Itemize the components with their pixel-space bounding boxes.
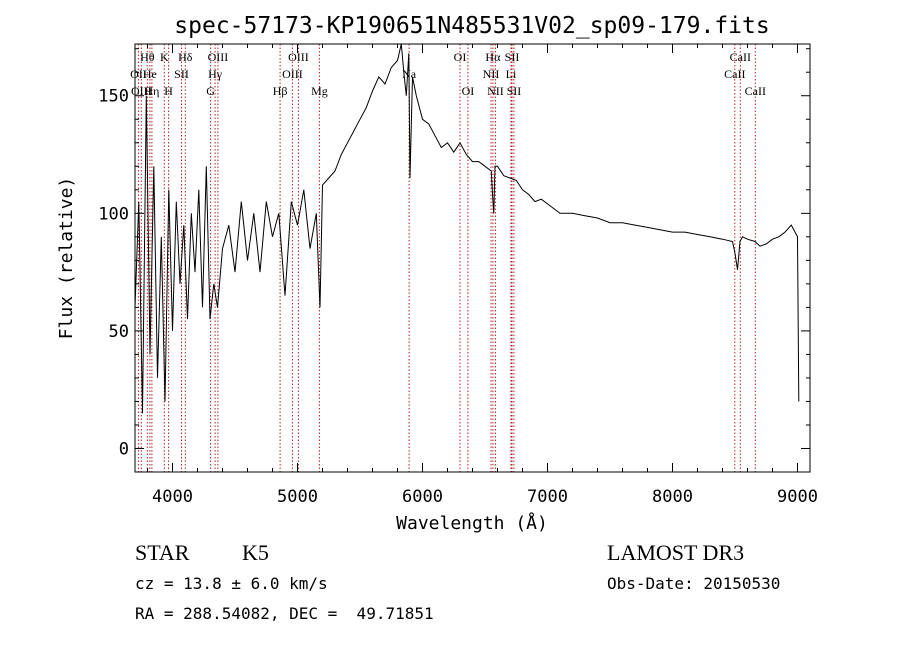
- line-label: CaII: [745, 84, 766, 98]
- line-label: Hγ: [208, 67, 223, 81]
- line-label: NII: [487, 84, 504, 98]
- line-label: OI: [454, 50, 467, 64]
- line-label: CaII: [730, 50, 751, 64]
- x-axis-label: Wavelength (Å): [396, 512, 548, 534]
- line-markers: [137, 44, 756, 472]
- y-axis: 0 50 100 150: [98, 48, 810, 473]
- line-label: OIII: [208, 50, 229, 64]
- redshift-cz: cz = 13.8 ± 6.0 km/s: [135, 574, 328, 593]
- line-label: OIII: [288, 50, 309, 64]
- x-tick-label: 5000: [277, 487, 318, 507]
- line-label: Hη: [144, 84, 159, 98]
- line-label: G: [206, 84, 215, 98]
- line-label: SII: [174, 67, 189, 81]
- line-label: SII: [507, 84, 522, 98]
- object-class: STAR: [135, 540, 190, 565]
- line-label: Hα: [485, 50, 501, 64]
- x-tick-label: 7000: [527, 487, 568, 507]
- line-label: OIII: [282, 67, 303, 81]
- chart-title: spec-57173-KP190651N485531V02_sp09-179.f…: [174, 13, 769, 39]
- line-label: Hδ: [178, 50, 193, 64]
- y-axis-label: Flux (relative): [56, 177, 77, 340]
- line-label: He: [143, 67, 157, 81]
- y-tick-label: 150: [98, 87, 129, 107]
- line-label: NII: [483, 67, 500, 81]
- line-label: Hθ: [140, 50, 155, 64]
- survey-name: LAMOST DR3: [607, 540, 744, 565]
- line-label: Li: [506, 67, 517, 81]
- x-tick-label: 8000: [652, 487, 693, 507]
- line-label: OIII: [131, 84, 152, 98]
- line-label: SII: [505, 50, 520, 64]
- y-tick-label: 0: [119, 439, 129, 459]
- object-subclass: K5: [242, 540, 269, 565]
- coordinates: RA = 288.54082, DEC = 49.71851: [135, 604, 434, 623]
- x-tick-label: 9000: [777, 487, 818, 507]
- line-label: CaII: [724, 67, 745, 81]
- x-tick-label: 4000: [152, 487, 193, 507]
- line-label: H: [164, 84, 173, 98]
- y-tick-label: 100: [98, 204, 129, 224]
- line-label: Mg: [311, 84, 328, 98]
- line-label: OII: [130, 67, 147, 81]
- x-tick-label: 6000: [402, 487, 443, 507]
- line-label: K: [160, 50, 169, 64]
- y-tick-label: 50: [109, 322, 129, 342]
- spectrum-line: [134, 43, 800, 414]
- line-label: Hβ: [273, 84, 288, 98]
- obs-date: Obs-Date: 20150530: [607, 574, 780, 593]
- line-label: OI: [462, 84, 475, 98]
- x-axis: 4000 5000 6000 7000 8000 9000: [147, 44, 818, 507]
